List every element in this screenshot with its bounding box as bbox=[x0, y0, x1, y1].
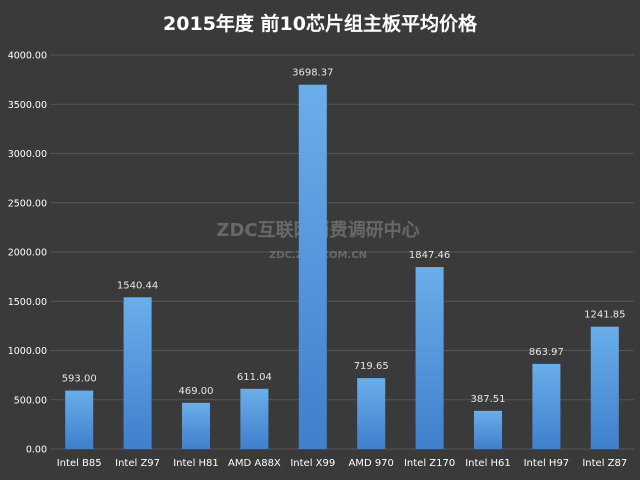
bar bbox=[298, 84, 327, 449]
bar-value-label: 719.65 bbox=[354, 361, 389, 372]
y-tick-label: 500.00 bbox=[14, 395, 47, 406]
bar bbox=[532, 363, 561, 449]
bar bbox=[123, 297, 152, 449]
bar bbox=[415, 267, 444, 449]
y-tick-label: 1500.00 bbox=[8, 297, 47, 308]
bar bbox=[473, 410, 503, 449]
bar-value-label: 863.97 bbox=[529, 347, 564, 358]
x-tick-label: Intel H81 bbox=[173, 458, 219, 469]
x-tick-label: Intel H61 bbox=[465, 458, 511, 469]
bar-value-labels: 593.00 1540.44 469.00 611.04 3698.37 719.65 18… bbox=[62, 68, 626, 405]
y-tick-label: 0.00 bbox=[26, 445, 47, 456]
bar bbox=[240, 388, 269, 449]
y-tick-label: 4000.00 bbox=[8, 51, 47, 62]
x-axis-tick-labels: Intel B85 Intel Z97 Intel H81 AMD A88X Intel… bbox=[57, 458, 628, 469]
x-tick-label: AMD A88X bbox=[228, 458, 281, 469]
y-tick-label: 2000.00 bbox=[8, 248, 47, 259]
y-tick-label: 1000.00 bbox=[8, 346, 47, 357]
bar-value-label: 387.51 bbox=[471, 394, 506, 405]
bar bbox=[181, 402, 211, 449]
x-tick-label: Intel X99 bbox=[290, 458, 335, 469]
bar-value-label: 469.00 bbox=[179, 386, 214, 397]
y-tick-label: 2500.00 bbox=[8, 198, 47, 209]
x-tick-label: Intel Z170 bbox=[404, 458, 455, 469]
bar-value-label: 1241.85 bbox=[584, 310, 625, 321]
bar-value-label: 3698.37 bbox=[292, 68, 333, 79]
bar bbox=[65, 390, 94, 449]
bar-value-label: 1540.44 bbox=[117, 280, 158, 291]
bar-value-label: 611.04 bbox=[237, 372, 272, 383]
x-tick-label: Intel H97 bbox=[524, 458, 570, 469]
bar-value-label: 1847.46 bbox=[409, 250, 450, 261]
bar-value-label: 593.00 bbox=[62, 374, 97, 385]
x-tick-label: AMD 970 bbox=[348, 458, 393, 469]
y-tick-label: 3000.00 bbox=[8, 149, 47, 160]
chart-title: 2015年度 前10芯片组主板平均价格 bbox=[163, 12, 478, 35]
bars bbox=[65, 84, 619, 449]
x-tick-label: Intel Z97 bbox=[115, 458, 160, 469]
x-tick-label: Intel Z87 bbox=[582, 458, 627, 469]
bar bbox=[590, 326, 619, 449]
y-tick-label: 3500.00 bbox=[8, 100, 47, 111]
y-axis-tick-labels: 0.00 500.00 1000.00 1500.00 2000.00 2500.00 30… bbox=[8, 51, 47, 456]
bar bbox=[357, 378, 386, 449]
x-tick-label: Intel B85 bbox=[57, 458, 102, 469]
